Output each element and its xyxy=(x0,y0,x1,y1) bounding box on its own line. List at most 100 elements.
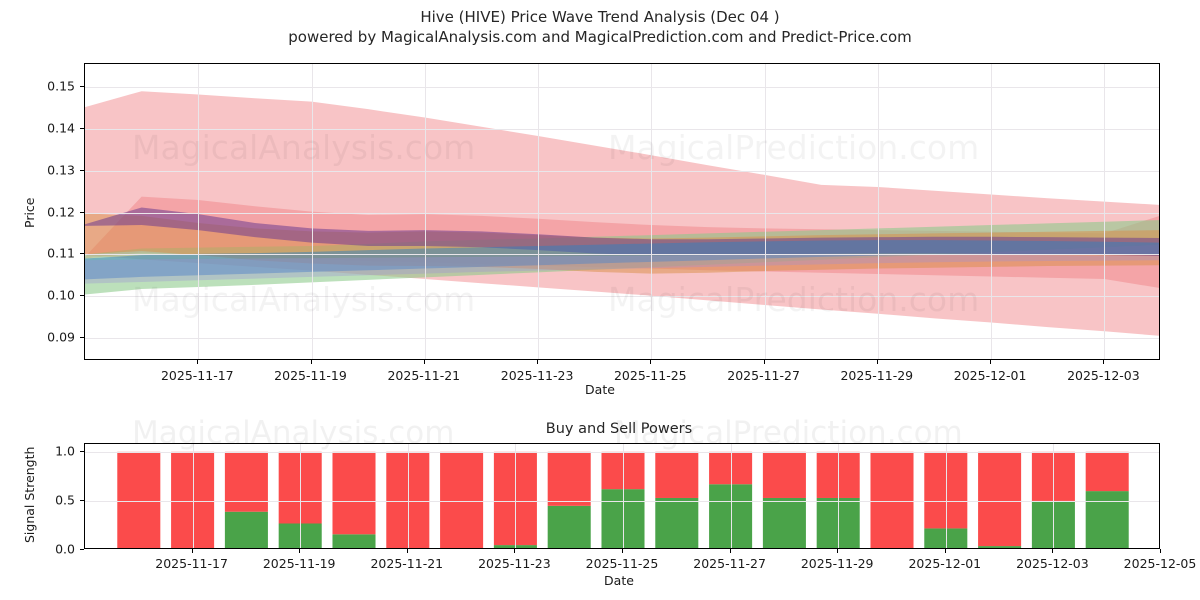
price-x-tick xyxy=(650,360,652,364)
price-x-tick xyxy=(763,360,765,364)
signal-gridline-v xyxy=(945,444,947,548)
signal-x-tick-label: 2025-12-03 xyxy=(1016,556,1089,571)
sell-power-bar xyxy=(601,451,645,490)
price-x-tick-label: 2025-12-03 xyxy=(1067,368,1140,383)
price-y-tick xyxy=(80,169,84,171)
sell-power-bar xyxy=(870,451,914,548)
buy-power-bar xyxy=(601,489,645,548)
signal-x-tick xyxy=(406,549,408,553)
buy-sell-plot-area xyxy=(84,443,1160,549)
signal-gridline-h xyxy=(85,500,1159,502)
buy-power-bar xyxy=(332,534,376,548)
buy-sell-title: Buy and Sell Powers xyxy=(545,421,693,437)
price-x-tick-label: 2025-11-25 xyxy=(613,368,687,383)
price-x-tick-label: 2025-11-19 xyxy=(274,368,347,383)
price-gridline-h xyxy=(85,296,1159,298)
signal-y-tick xyxy=(80,450,84,452)
price-x-tick-label: 2025-12-01 xyxy=(953,368,1027,383)
price-band-band-blue xyxy=(85,240,1159,280)
signal-x-tick-label: 2025-11-21 xyxy=(370,556,444,571)
signal-y-tick xyxy=(80,549,84,550)
sell-power-bar xyxy=(1085,451,1129,492)
price-gridline-h xyxy=(85,254,1159,256)
buy-power-bar xyxy=(224,511,268,548)
signal-y-tick-label: 1.0 xyxy=(55,443,75,459)
price-x-axis-label: Date xyxy=(585,382,615,397)
page-title: Hive (HIVE) Price Wave Trend Analysis (D… xyxy=(420,8,780,26)
signal-gridline-v xyxy=(1053,444,1055,548)
price-x-tick xyxy=(1103,360,1105,364)
price-x-tick-label: 2025-11-23 xyxy=(500,368,574,383)
price-x-tick xyxy=(310,360,312,364)
price-x-tick xyxy=(876,360,878,364)
signal-gridline-v xyxy=(623,444,624,548)
sell-power-bar xyxy=(762,451,806,498)
signal-x-tick-label: 2025-11-29 xyxy=(800,556,874,571)
price-gridline-v xyxy=(198,64,200,359)
price-gridline-h xyxy=(85,128,1159,130)
signal-x-tick-label: 2025-12-01 xyxy=(908,556,982,571)
price-x-tick-label: 2025-11-27 xyxy=(727,368,800,383)
price-x-tick-label: 2025-11-17 xyxy=(160,368,234,383)
signal-x-tick-label: 2025-11-19 xyxy=(262,556,336,571)
sell-power-bar xyxy=(655,451,699,498)
price-y-tick xyxy=(80,127,84,129)
price-x-tick-label: 2025-11-21 xyxy=(387,368,461,383)
buy-power-bar xyxy=(1085,491,1129,548)
signal-gridline-v xyxy=(300,444,302,548)
price-x-tick xyxy=(423,360,425,364)
signal-x-tick-label: 2025-11-25 xyxy=(585,556,659,571)
buy-power-bar xyxy=(547,505,591,548)
price-y-tick xyxy=(80,295,84,297)
signal-x-tick-label: 2025-11-27 xyxy=(693,556,766,571)
price-gridline-v xyxy=(877,64,879,359)
price-y-tick-label: 0.15 xyxy=(47,78,75,94)
price-gridline-h xyxy=(85,338,1159,339)
signal-gridline-v xyxy=(407,444,409,548)
signal-x-tick xyxy=(944,549,946,553)
price-y-tick xyxy=(80,253,84,255)
signal-gridline-v xyxy=(730,444,732,548)
buy-power-bar xyxy=(978,546,1022,548)
price-y-tick xyxy=(80,337,84,338)
signal-x-tick xyxy=(729,549,731,553)
price-x-tick xyxy=(990,360,992,364)
price-y-tick-label: 0.13 xyxy=(47,162,75,178)
price-wave-chart-panel: 0.09 0.10 0.11 0.12 0.13 0.14 0.15 2025-11-17 20… xyxy=(22,63,1160,397)
price-gridline-v xyxy=(311,64,313,359)
signal-gridline-v xyxy=(838,444,840,548)
signal-x-tick-label: 2025-11-17 xyxy=(155,556,228,571)
signal-x-tick xyxy=(622,549,623,553)
price-x-tick-label: 2025-11-29 xyxy=(840,368,914,383)
price-gridline-h xyxy=(85,212,1159,214)
signal-gridline-v xyxy=(515,444,517,548)
price-gridline-v xyxy=(651,64,653,359)
buy-power-bar xyxy=(762,497,806,548)
signal-y-tick-label: 0.0 xyxy=(55,541,75,557)
signal-x-tick xyxy=(191,549,193,553)
title-block: Hive (HIVE) Price Wave Trend Analysis (D… xyxy=(0,8,1200,48)
signal-x-tick-label: 2025-12-05 xyxy=(1123,556,1197,571)
sell-power-bar xyxy=(440,451,484,548)
price-y-axis-label: Price xyxy=(22,197,37,229)
signal-x-tick-label: 2025-11-23 xyxy=(478,556,551,571)
buy-sell-y-axis-label: Signal Strength xyxy=(22,446,37,543)
price-gridline-h xyxy=(85,170,1159,172)
price-y-tick xyxy=(80,211,84,213)
price-band-band-violet-lower xyxy=(85,254,1159,284)
price-y-tick-label: 0.11 xyxy=(47,245,75,261)
signal-x-tick xyxy=(1052,549,1054,553)
signal-gridline-h xyxy=(85,451,1159,453)
buy-power-bar xyxy=(655,497,699,548)
signal-x-tick xyxy=(299,549,301,553)
price-y-tick-label: 0.09 xyxy=(47,329,75,345)
signal-gridline-v xyxy=(192,444,194,548)
price-gridline-h xyxy=(85,87,1159,88)
price-y-tick xyxy=(80,86,84,87)
page-subtitle: powered by MagicalAnalysis.com and Magic… xyxy=(288,28,912,46)
price-plot-area xyxy=(84,63,1160,360)
sell-power-bar xyxy=(332,451,376,535)
price-x-tick xyxy=(197,360,199,364)
buy-sell-powers-panel: Buy and Sell Powers 0.0 0.5 1.0 2025-11-17 2… xyxy=(0,405,1200,600)
